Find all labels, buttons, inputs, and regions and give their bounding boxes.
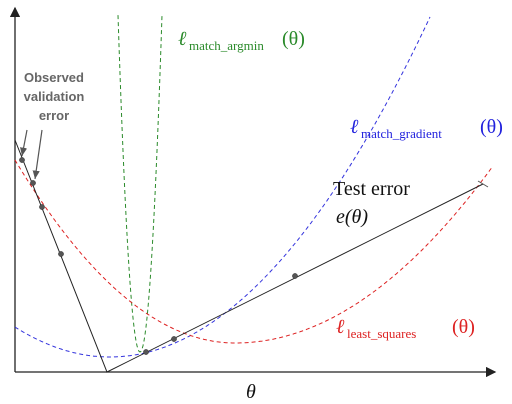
- arrow: [20, 129, 28, 157]
- match-argmin-curve: [117, 15, 163, 353]
- end-tick: [477, 180, 489, 188]
- curve-label-arg: (θ): [480, 116, 503, 138]
- curve-label-sub: least_squares: [347, 326, 416, 341]
- test-error-line: [14, 139, 484, 373]
- curve-label-arg: (θ): [452, 316, 475, 338]
- match-gradient-curve: [14, 16, 431, 358]
- observation-dot: [171, 336, 177, 342]
- arrow: [32, 129, 43, 180]
- curve-label-symbol: ℓ: [336, 316, 345, 338]
- curve-label-symbol: ℓ: [178, 28, 187, 50]
- observation-dot: [39, 204, 45, 210]
- x-axis-label: θ: [246, 381, 256, 403]
- observed-label: error: [39, 108, 69, 123]
- observed-label: validation: [24, 89, 85, 104]
- observed-label: Observed: [24, 70, 84, 85]
- curve-label-symbol: ℓ: [350, 116, 359, 138]
- observation-dot: [19, 157, 25, 163]
- observation-dot: [30, 180, 36, 186]
- test-error-label: Test error: [333, 178, 410, 200]
- observation-dot: [292, 273, 298, 279]
- test-error-label: e(θ): [336, 206, 368, 228]
- observation-dot: [58, 251, 64, 257]
- curve-label-arg: (θ): [282, 28, 305, 50]
- least-squares-curve: [14, 159, 493, 344]
- curve-label-sub: match_gradient: [361, 126, 442, 141]
- observation-dot: [143, 349, 149, 355]
- curve-label-sub: match_argmin: [189, 38, 264, 53]
